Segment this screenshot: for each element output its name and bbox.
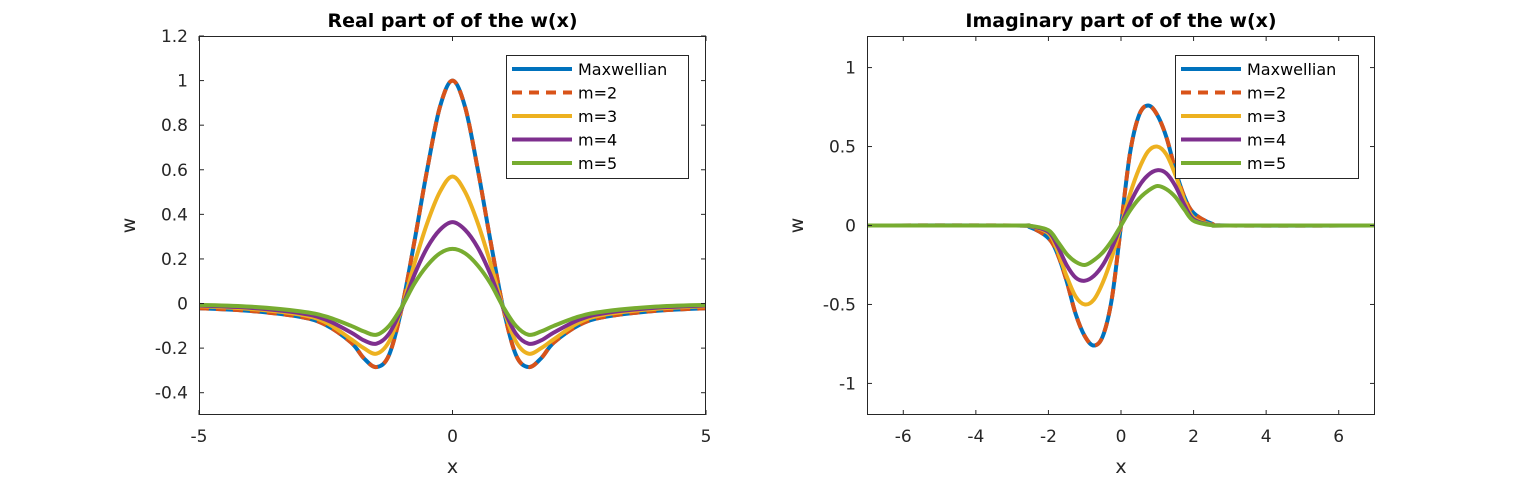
y-tick-label: 0 — [845, 217, 856, 237]
x-tick-label: -2 — [1040, 427, 1057, 447]
series-group — [867, 103, 1375, 348]
chart-2: -6 -4 -2 0 2 4 6 -1 -0.5 0 0.5 1 Imaginary part of o… — [786, 10, 1375, 478]
x-tick-label: 6 — [1333, 427, 1344, 447]
y-tick-label: -0.5 — [823, 295, 856, 315]
legend-label-2: m=2 — [578, 84, 617, 103]
chart-1: -5 0 5 -0.4 -0.2 0 0.2 0.4 0.6 0.8 1 1.2 Real part o… — [118, 10, 711, 478]
series-line-2 — [199, 78, 706, 370]
legend: Maxwellian m=2 m=3 m=4 m=5 — [506, 55, 689, 179]
x-tick-label: -6 — [895, 427, 912, 447]
series-group — [199, 78, 706, 370]
x-tick-label: 0 — [1116, 427, 1127, 447]
legend-label-5: m=5 — [1247, 154, 1286, 173]
legend-label-3: m=3 — [1247, 107, 1286, 126]
chart-title: Real part of of the w(x) — [327, 10, 577, 32]
legend-label-1: Maxwellian — [1247, 60, 1336, 79]
series-line-3 — [199, 174, 706, 356]
y-tick-label: 0.6 — [161, 161, 188, 181]
x-tick-label: -5 — [191, 427, 208, 447]
y-tick-label: -1 — [839, 374, 856, 394]
legend-label-1: Maxwellian — [578, 60, 667, 79]
legend-label-4: m=4 — [578, 131, 617, 150]
y-tick-label: -0.4 — [155, 384, 188, 404]
x-tick-label: 5 — [701, 427, 712, 447]
y-tick-label: 0.4 — [161, 205, 188, 225]
y-tick-label: -0.2 — [155, 339, 188, 359]
legend-label-3: m=3 — [578, 107, 617, 126]
y-tick-label: 1 — [845, 59, 856, 79]
y-axis-label: w — [786, 218, 808, 234]
x-axis-label: x — [1115, 456, 1126, 478]
y-tick-label: 1.2 — [161, 27, 188, 47]
y-tick-label: 1 — [177, 72, 188, 92]
series-line-5 — [199, 246, 706, 337]
y-axis-label: w — [118, 218, 140, 234]
legend-label-2: m=2 — [1247, 84, 1286, 103]
y-tick-label: 0.5 — [829, 138, 856, 158]
x-tick-label: 2 — [1188, 427, 1199, 447]
legend-label-4: m=4 — [1247, 131, 1286, 150]
y-tick-label: 0.8 — [161, 116, 188, 136]
series-line-4 — [199, 220, 706, 346]
x-tick-label: 0 — [447, 427, 458, 447]
chart-title: Imaginary part of of the w(x) — [965, 10, 1276, 32]
legend-label-5: m=5 — [578, 154, 617, 173]
y-tick-label: 0 — [177, 295, 188, 315]
y-tick-label: 0.2 — [161, 250, 188, 270]
x-tick-label: 4 — [1261, 427, 1272, 447]
x-tick-label: -4 — [967, 427, 984, 447]
x-axis-label: x — [447, 456, 458, 478]
legend: Maxwellian m=2 m=3 m=4 m=5 — [1175, 55, 1359, 179]
series-line-5 — [867, 184, 1375, 267]
